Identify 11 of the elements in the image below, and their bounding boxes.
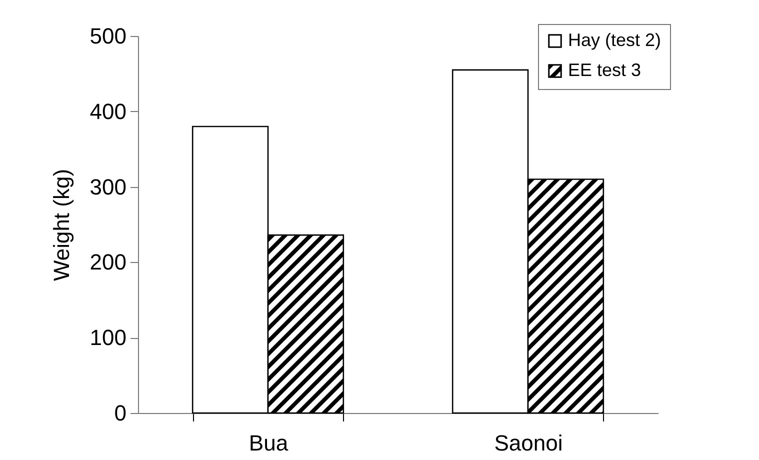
legend-label: EE test 3 xyxy=(568,60,642,80)
y-axis-title: Weight (kg) xyxy=(48,168,74,282)
y-tick-label: 300 xyxy=(90,174,126,200)
y-tick-label: 100 xyxy=(90,325,126,350)
y-tick-label: 500 xyxy=(90,24,126,48)
y-tick-label: 200 xyxy=(90,250,126,275)
x-tick-label: Saonoi xyxy=(494,430,563,456)
x-tick-label: Bua xyxy=(248,430,289,456)
y-tick-label: 400 xyxy=(90,98,126,124)
legend-label: Hay (test 2) xyxy=(568,30,662,50)
y-tick-label: 0 xyxy=(114,400,126,426)
